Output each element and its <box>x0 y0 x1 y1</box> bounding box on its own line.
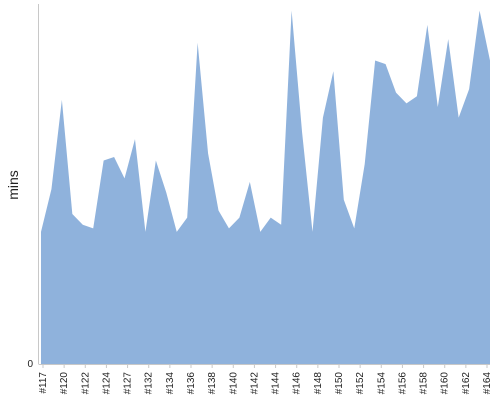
x-tick-label: #144 <box>271 372 282 395</box>
x-tick-label: #158 <box>419 372 430 395</box>
x-tick-label: #134 <box>165 372 176 395</box>
x-tick-label: #150 <box>334 372 345 395</box>
x-tick-label: #160 <box>440 372 451 395</box>
area-series <box>41 10 490 364</box>
x-axis: #117 #120 #122 #124 #127 #132 #134 #136 #138 #140… <box>38 364 493 394</box>
x-tick-label: #164 <box>482 372 493 395</box>
y-axis: 0 <box>27 4 39 370</box>
x-tick-label: #152 <box>355 372 366 395</box>
x-tick-label: #132 <box>144 372 155 395</box>
x-tick-label: #162 <box>461 372 472 395</box>
x-tick-label: #127 <box>123 372 134 395</box>
x-tick-label: #138 <box>207 372 218 395</box>
x-tick-label: #122 <box>80 372 91 395</box>
x-tick-label: #148 <box>313 372 324 395</box>
x-tick-label: #120 <box>59 372 70 395</box>
x-tick-label: #142 <box>249 372 260 395</box>
y-axis-title: mins <box>5 170 21 200</box>
x-tick-label: #156 <box>397 372 408 395</box>
x-tick-label: #124 <box>101 372 112 395</box>
x-tick-label: #146 <box>292 372 303 395</box>
area-fill <box>41 10 490 364</box>
x-tick-label: #136 <box>186 372 197 395</box>
x-tick-label: #117 <box>38 372 49 394</box>
y-tick-label: 0 <box>27 359 33 370</box>
x-tick-label: #140 <box>228 372 239 395</box>
x-tick-label: #154 <box>376 372 387 395</box>
